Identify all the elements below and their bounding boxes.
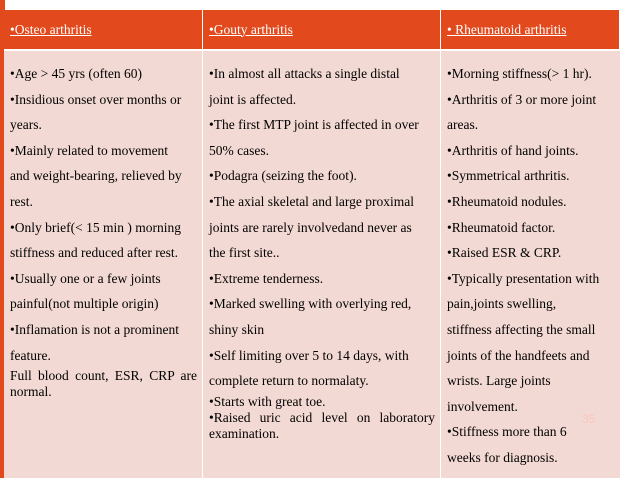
list-item: •Morning stiffness(> 1 hr). [447, 66, 592, 81]
list-item: •The axial skeletal and large proximal [209, 193, 415, 209]
accent-bar [0, 0, 5, 478]
list-item: •The first MTP joint is affected in over [209, 117, 419, 133]
header-osteo-arthritis: •Osteo arthritis [4, 10, 203, 49]
list-item: shiny skin [209, 321, 265, 337]
comparison-table: •Osteo arthritis •Gouty arthritis • Rheu… [4, 10, 620, 478]
list-item: rest. [10, 193, 33, 209]
list-item: •Rheumatoid nodules. [447, 193, 567, 209]
list-item: stiffness and reduced after rest. [10, 245, 179, 261]
list-item: weeks for diagnosis. [447, 449, 558, 465]
list-item: •Arthritis of 3 or more joint [447, 91, 597, 107]
list-item: •Stiffness more than 6 [447, 424, 567, 440]
list-item: years. [10, 117, 42, 133]
lab-note: •Raised uric acid level on laboratory ex… [209, 409, 435, 441]
list-item: •Self limiting over 5 to 14 days, with [209, 347, 409, 363]
list-item: •Usually one or a few joints [10, 270, 161, 286]
list-item: 50% cases. [209, 142, 269, 158]
header-gouty-arthritis: •Gouty arthritis [203, 10, 441, 49]
list-item: •Raised ESR & CRP. [447, 245, 562, 261]
list-item: •Starts with great toe. [209, 393, 326, 409]
list-item: joint is affected. [209, 91, 297, 107]
list-item: feature. [10, 347, 51, 363]
list-item: wrists. Large joints [447, 373, 551, 389]
header-rheumatoid-arthritis: • Rheumatoid arthritis [441, 10, 620, 49]
list-item: complete return to normalaty. [209, 373, 369, 389]
list-item: •Inflamation is not a prominent [10, 321, 179, 337]
list-item: joints are rarely involvedand never as [209, 219, 412, 235]
list-item: •Podagra (seizing the foot). [209, 168, 357, 184]
list-item: painful(not multiple origin) [10, 296, 159, 312]
list-item: •Marked swelling with overlying red, [209, 296, 412, 312]
list-item: joints of the handfeets and [447, 347, 590, 363]
list-item: •Typically presentation with [447, 270, 600, 286]
list-item: •Arthritis of hand joints. [447, 142, 579, 158]
list-item: •Only brief(< 15 min ) morning [10, 219, 181, 235]
list-item: •Mainly related to movement [10, 142, 169, 158]
column-osteo-arthritis: •Age > 45 yrs (often 60) •Insidious onse… [4, 49, 203, 478]
lab-note: Full blood count, ESR, CRP are normal. [10, 368, 197, 400]
list-item: the first site.. [209, 245, 280, 261]
list-item: stiffness affecting the small [447, 321, 596, 337]
column-gouty-arthritis: •In almost all attacks a single distal j… [203, 49, 441, 478]
list-item: areas. [447, 117, 479, 133]
list-item: •Extreme tenderness. [209, 270, 324, 286]
list-item: •Rheumatoid factor. [447, 219, 556, 235]
list-item: involvement. [447, 398, 518, 414]
list-item: •Age > 45 yrs (often 60) [10, 66, 142, 81]
list-item: •Insidious onset over months or [10, 91, 182, 107]
list-item: •In almost all attacks a single distal [209, 66, 400, 81]
column-rheumatoid-arthritis: •Morning stiffness(> 1 hr). •Arthritis o… [441, 49, 620, 478]
page-number: 35 [582, 412, 596, 426]
list-item: •Symmetrical arthritis. [447, 168, 570, 184]
list-item: pain,joints swelling, [447, 296, 557, 312]
list-item: and weight-bearing, relieved by [10, 168, 182, 184]
